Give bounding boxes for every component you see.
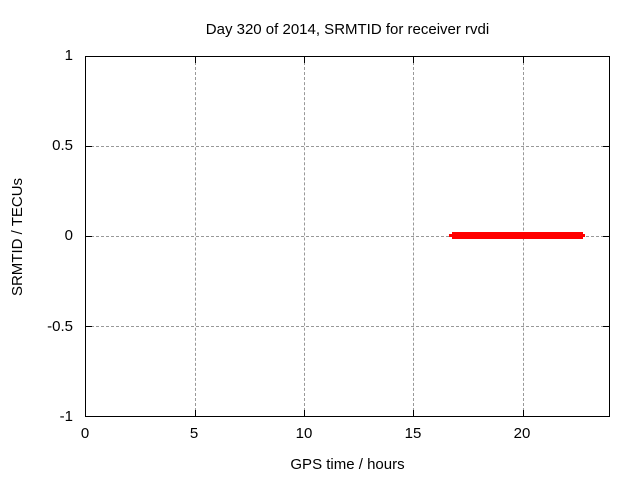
tick-bottom-10 — [304, 410, 305, 416]
tick-left-0 — [86, 236, 92, 237]
x-tick-label-5: 5 — [189, 425, 199, 442]
tick-top-10 — [304, 57, 305, 63]
y-tick-label-m1: -1 — [59, 408, 73, 425]
gridline-x-10 — [304, 57, 305, 416]
tick-bottom-15 — [413, 410, 414, 416]
gridline-y-m0p5 — [86, 326, 609, 327]
x-tick-label-15: 15 — [404, 425, 422, 442]
tick-top-15 — [413, 57, 414, 63]
y-tick-label-1: 1 — [64, 47, 73, 64]
y-tick-label-m0p5: -0.5 — [47, 318, 73, 335]
tick-bottom-20 — [523, 410, 524, 416]
plot-area — [85, 56, 610, 417]
x-axis-label: GPS time / hours — [290, 456, 405, 473]
tick-right-m0p5 — [603, 326, 609, 327]
tick-bottom-5 — [195, 410, 196, 416]
x-tick-label-20: 20 — [513, 425, 531, 442]
x-tick-label-10: 10 — [295, 425, 313, 442]
tick-right-0p5 — [603, 146, 609, 147]
gridline-x-5 — [195, 57, 196, 416]
tick-top-20 — [523, 57, 524, 63]
srmtid-series-line-thick — [452, 232, 583, 239]
gridline-y-0 — [86, 236, 609, 237]
y-tick-label-0p5: 0.5 — [52, 137, 73, 154]
x-tick-label-0: 0 — [80, 425, 90, 442]
tick-right-0 — [603, 236, 609, 237]
y-tick-label-0: 0 — [64, 227, 73, 244]
gridline-y-0p5 — [86, 146, 609, 147]
chart-title: Day 320 of 2014, SRMTID for receiver rvd… — [205, 21, 490, 38]
tick-left-0p5 — [86, 146, 92, 147]
tick-top-5 — [195, 57, 196, 63]
tick-left-m0p5 — [86, 326, 92, 327]
gridline-x-15 — [413, 57, 414, 416]
